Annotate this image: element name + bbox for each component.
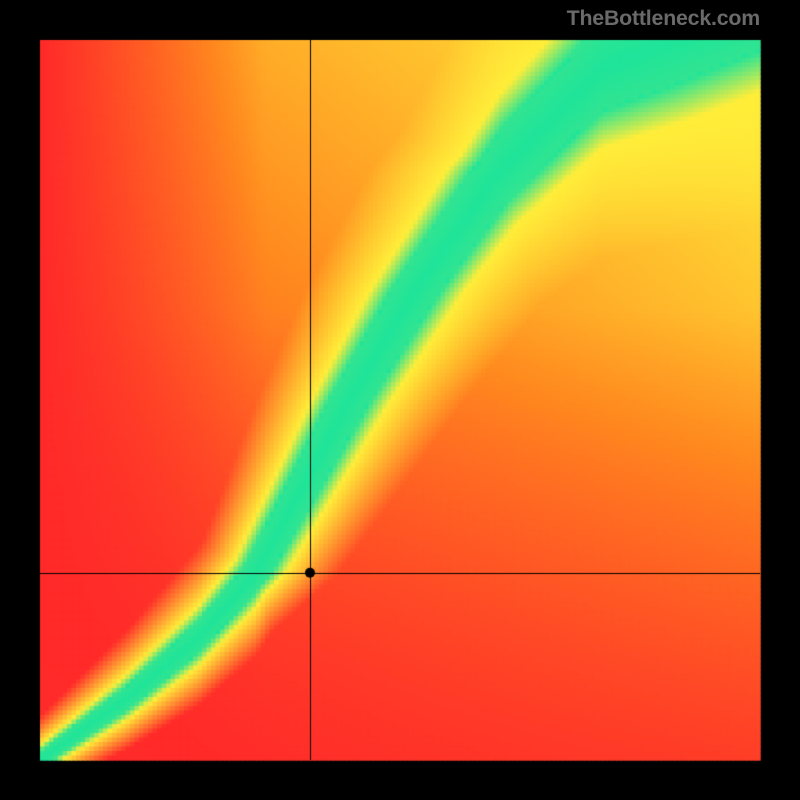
chart-frame: { "source_label": "TheBottleneck.com", "…: [0, 0, 800, 800]
bottleneck-heatmap: [0, 0, 800, 800]
watermark-label: TheBottleneck.com: [567, 6, 760, 31]
